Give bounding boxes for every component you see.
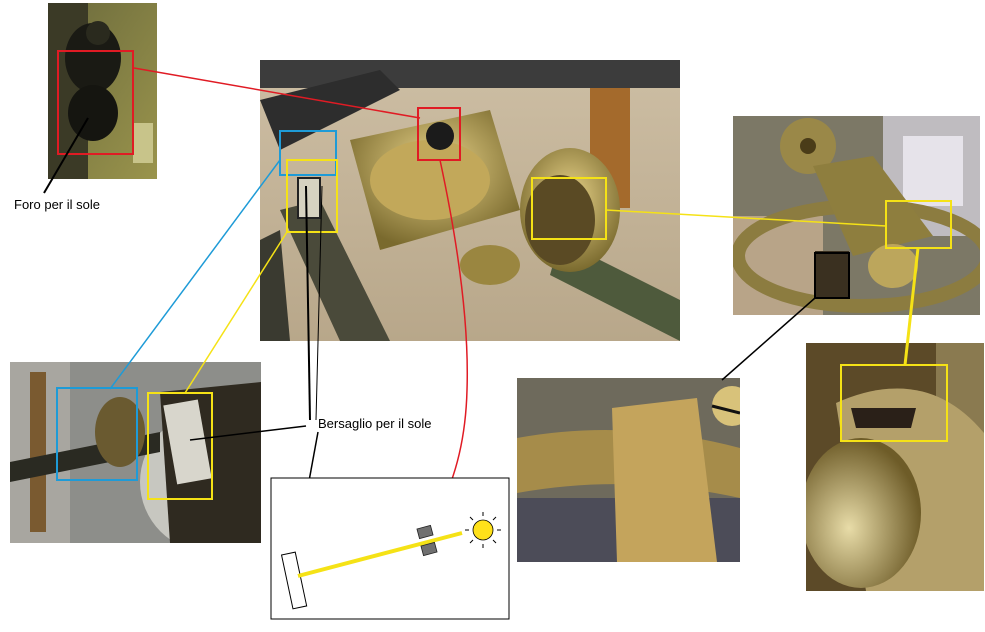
schematic-sun-ray: [297, 531, 463, 578]
photo-scale-closeup: [517, 378, 740, 562]
schematic-hole-top: [416, 524, 434, 540]
photo-instrument-main: [260, 60, 680, 341]
photo-sun-hole-closeup: [48, 3, 157, 179]
sun-icon: [465, 512, 501, 548]
photo-side-view-target: [10, 362, 261, 543]
schematic-border: [270, 477, 510, 620]
blue-connector-line: [109, 159, 281, 390]
schematic-target-plate: [280, 551, 308, 610]
photo-ring-with-sight: [733, 116, 980, 315]
label-sun-hole: Foro per il sole: [14, 197, 100, 212]
schematic-hole-bottom: [420, 541, 438, 557]
label-sun-target: Bersaglio per il sole: [318, 416, 432, 431]
photo-sight-closeup: [806, 343, 984, 591]
black-connector-target-down: [295, 431, 319, 553]
sun-schematic: [270, 477, 510, 620]
